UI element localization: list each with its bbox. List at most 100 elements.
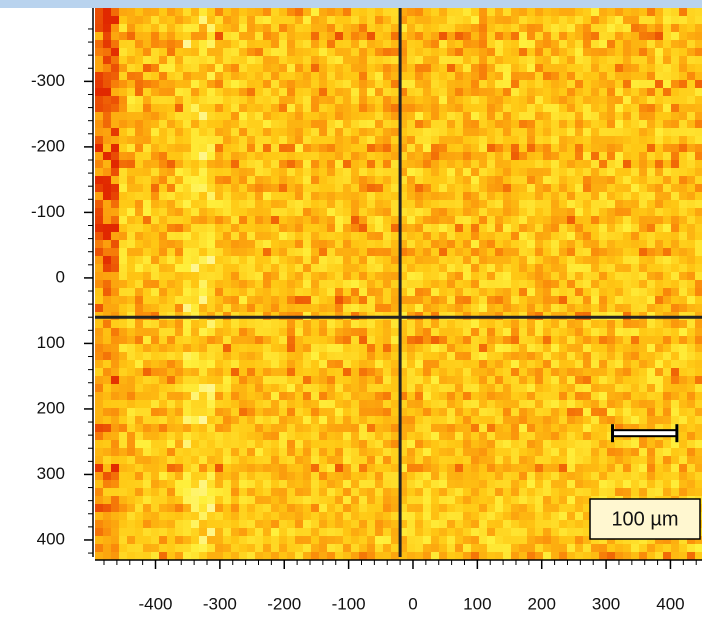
heatmap-cell	[407, 432, 415, 440]
heatmap-cell	[431, 24, 439, 32]
heatmap-cell	[439, 72, 447, 80]
heatmap-cell	[351, 72, 359, 80]
heatmap-cell	[567, 440, 575, 448]
heatmap-cell	[207, 440, 215, 448]
heatmap-cell	[103, 240, 111, 248]
heatmap-cell	[279, 272, 287, 280]
heatmap-cell	[447, 328, 455, 336]
heatmap-cell	[655, 440, 663, 448]
heatmap-cell	[159, 496, 167, 504]
heatmap-cell	[447, 248, 455, 256]
heatmap-cell	[143, 144, 151, 152]
heatmap-cell	[327, 184, 335, 192]
heatmap-cell	[415, 288, 423, 296]
heatmap-cell	[375, 368, 383, 376]
heatmap-cell	[223, 504, 231, 512]
heatmap-cell	[439, 64, 447, 72]
heatmap-cell	[351, 272, 359, 280]
heatmap-cell	[495, 296, 503, 304]
heatmap-cell	[199, 472, 207, 480]
heatmap-cell	[279, 216, 287, 224]
heatmap-cell	[415, 512, 423, 520]
heatmap-cell	[599, 48, 607, 56]
heatmap-cell	[231, 192, 239, 200]
heatmap-cell	[455, 56, 463, 64]
heatmap-cell	[471, 144, 479, 152]
heatmap-cell	[583, 304, 591, 312]
heatmap-cell	[95, 256, 103, 264]
heatmap-cell	[239, 256, 247, 264]
heatmap-cell	[487, 328, 495, 336]
heatmap-cell	[279, 352, 287, 360]
heatmap-cell	[567, 288, 575, 296]
heatmap-cell	[167, 184, 175, 192]
heatmap-cell	[631, 48, 639, 56]
heatmap-cell	[159, 120, 167, 128]
heatmap-cell	[503, 232, 511, 240]
heatmap-cell	[695, 184, 702, 192]
heatmap-cell	[655, 320, 663, 328]
heatmap-cell	[247, 72, 255, 80]
heatmap-cell	[535, 272, 543, 280]
heatmap-cell	[319, 480, 327, 488]
heatmap-cell	[135, 488, 143, 496]
heatmap-cell	[583, 136, 591, 144]
heatmap-cell	[207, 120, 215, 128]
heatmap-cell	[287, 72, 295, 80]
heatmap-cell	[591, 72, 599, 80]
heatmap-cell	[231, 328, 239, 336]
heatmap-cell	[647, 352, 655, 360]
heatmap-cell	[391, 240, 399, 248]
heatmap-cell	[471, 392, 479, 400]
heatmap-cell	[575, 520, 583, 528]
heatmap-cell	[327, 64, 335, 72]
heatmap-cell	[631, 456, 639, 464]
heatmap-cell	[367, 296, 375, 304]
heatmap-cell	[695, 240, 702, 248]
heatmap-cell	[335, 248, 343, 256]
heatmap-cell	[695, 8, 702, 16]
heatmap-cell	[319, 24, 327, 32]
heatmap-cell	[295, 152, 303, 160]
heatmap-cell	[439, 232, 447, 240]
heatmap-cell	[551, 24, 559, 32]
heatmap-cell	[407, 288, 415, 296]
heatmap-cell	[95, 248, 103, 256]
heatmap-cell	[615, 448, 623, 456]
heatmap-cell	[143, 472, 151, 480]
heatmap-cell	[263, 272, 271, 280]
heatmap-cell	[207, 208, 215, 216]
heatmap-cell	[607, 192, 615, 200]
heatmap-cell	[487, 80, 495, 88]
heatmap-cell	[335, 464, 343, 472]
heatmap-cell	[375, 216, 383, 224]
heatmap-cell	[431, 32, 439, 40]
heatmap-cell	[335, 376, 343, 384]
heatmap-cell	[207, 24, 215, 32]
heatmap-cell	[151, 112, 159, 120]
heatmap-cell	[247, 288, 255, 296]
heatmap-cell	[567, 488, 575, 496]
heatmap-cell	[391, 440, 399, 448]
heatmap-cell	[255, 184, 263, 192]
heatmap-cell	[359, 456, 367, 464]
heatmap-cell	[239, 272, 247, 280]
heatmap-cell	[471, 512, 479, 520]
heatmap-cell	[567, 240, 575, 248]
heatmap-cell	[399, 184, 407, 192]
heatmap-cell	[415, 240, 423, 248]
heatmap-cell	[319, 240, 327, 248]
heatmap-cell	[599, 392, 607, 400]
heatmap-cell	[551, 16, 559, 24]
heatmap-cell	[247, 152, 255, 160]
heatmap-cell	[343, 112, 351, 120]
heatmap-cell	[111, 304, 119, 312]
heatmap-cell	[663, 256, 671, 264]
heatmap-cell	[423, 136, 431, 144]
heatmap-cell	[391, 128, 399, 136]
heatmap-cell	[135, 272, 143, 280]
heatmap-cell	[439, 208, 447, 216]
heatmap-cell	[239, 376, 247, 384]
heatmap-cell	[159, 248, 167, 256]
heatmap-cell	[375, 96, 383, 104]
